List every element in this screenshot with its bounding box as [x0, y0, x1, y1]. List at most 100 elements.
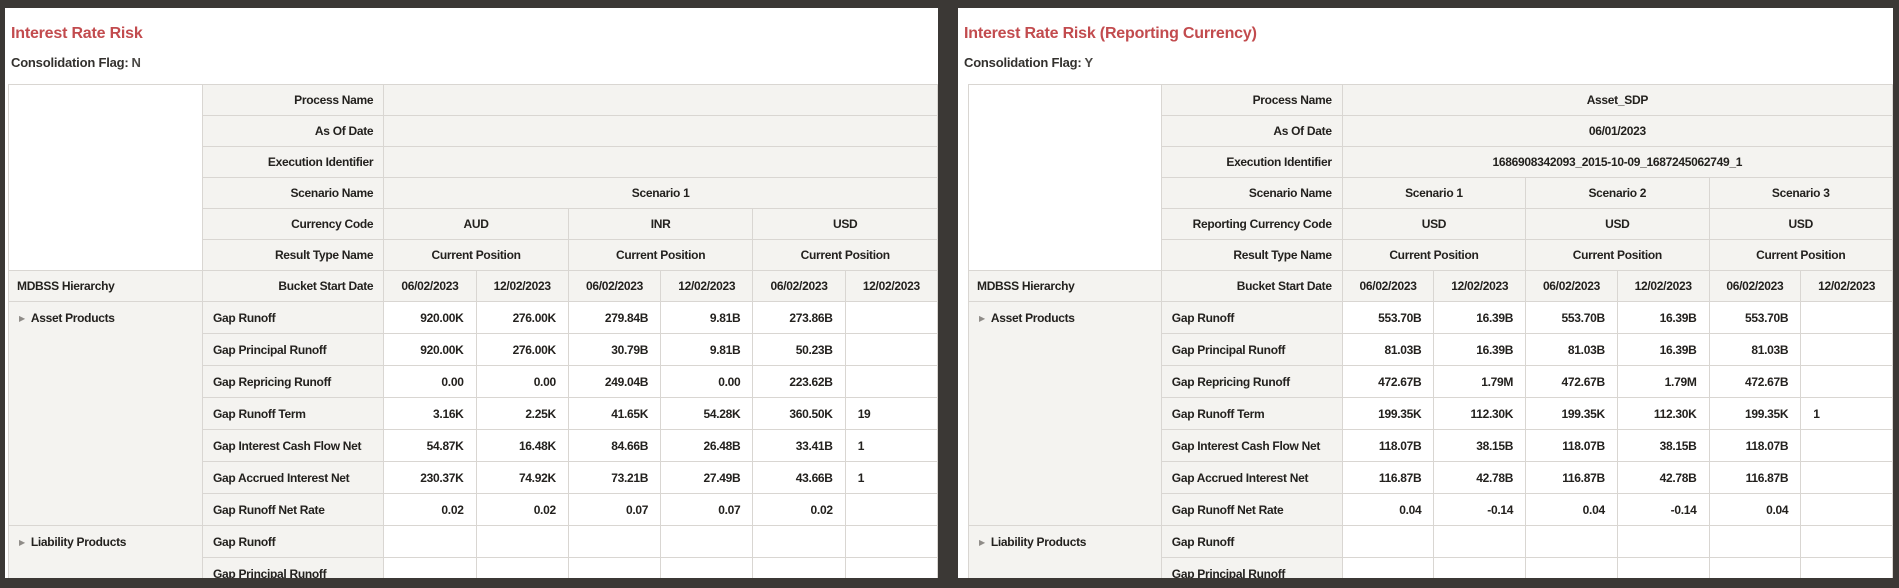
header-row-label: Process Name — [201, 84, 385, 116]
value-cell: 42.78B — [1616, 461, 1710, 494]
value-cell: 276.00K — [475, 333, 569, 366]
value-cell: 16.39B — [1616, 301, 1710, 334]
header-value-cell: 06/02/2023 — [1525, 270, 1618, 302]
header-value-cell: Asset_SDP — [1341, 84, 1893, 116]
value-cell: 223.62B — [752, 365, 846, 398]
value-cell — [1800, 365, 1893, 398]
hierarchy-group-label[interactable]: Liability Products — [30, 535, 127, 549]
value-cell: 27.49B — [660, 461, 754, 494]
header-value-cell: Scenario 1 — [383, 177, 938, 209]
value-cell — [1708, 525, 1802, 558]
header-row-label: Bucket Start Date — [1160, 270, 1343, 302]
value-cell: 0.02 — [383, 493, 477, 526]
consolidation-flag-label: Consolidation Flag: — [11, 55, 129, 70]
measure-label: Gap Runoff — [201, 301, 385, 334]
value-cell: 50.23B — [752, 333, 846, 366]
header-value-cell: 1686908342093_2015-10-09_1687245062749_1 — [1341, 146, 1893, 178]
value-cell: 0.00 — [660, 365, 754, 398]
expand-icon[interactable]: ▶ — [979, 538, 985, 547]
value-cell: 920.00K — [383, 301, 477, 334]
expand-icon[interactable]: ▶ — [19, 314, 25, 323]
value-cell: 118.07B — [1525, 429, 1618, 462]
value-cell: 26.48B — [660, 429, 754, 462]
value-cell: 1.79M — [1433, 365, 1527, 398]
header-row-label: Execution Identifier — [201, 146, 385, 178]
measure-label: Gap Runoff — [1160, 301, 1343, 334]
value-cell: 920.00K — [383, 333, 477, 366]
measure-label: Gap Runoff Net Rate — [1160, 493, 1343, 526]
value-cell: 74.92K — [475, 461, 569, 494]
expand-icon[interactable]: ▶ — [19, 538, 25, 547]
value-cell — [1800, 429, 1893, 462]
value-cell — [1341, 557, 1435, 578]
value-cell: 118.07B — [1341, 429, 1435, 462]
value-cell: 0.07 — [567, 493, 662, 526]
value-cell: -0.14 — [1433, 493, 1527, 526]
value-cell — [1525, 525, 1618, 558]
header-value-cell: AUD — [383, 208, 569, 240]
hierarchy-group-label[interactable]: Asset Products — [990, 311, 1075, 325]
value-cell — [1800, 461, 1893, 494]
value-cell: 472.67B — [1708, 365, 1802, 398]
value-cell: 38.15B — [1433, 429, 1527, 462]
measure-label: Gap Accrued Interest Net — [1160, 461, 1343, 494]
value-cell: 38.15B — [1616, 429, 1710, 462]
hierarchy-column-header: MDBSS Hierarchy — [968, 270, 1162, 302]
header-value-cell: Scenario 2 — [1525, 177, 1710, 209]
measure-label: Gap Interest Cash Flow Net — [201, 429, 385, 462]
value-cell: 1.79M — [1616, 365, 1710, 398]
consolidation-flag-value: Y — [1084, 55, 1094, 70]
hierarchy-group-label[interactable]: Liability Products — [990, 535, 1087, 549]
report-title: Interest Rate Risk — [11, 25, 143, 42]
value-cell: 81.03B — [1525, 333, 1618, 366]
header-value-cell: USD — [1708, 208, 1893, 240]
header-value-cell: Current Position — [567, 239, 754, 271]
report-title: Interest Rate Risk (Reporting Currency) — [964, 25, 1257, 42]
expand-icon[interactable]: ▶ — [979, 314, 985, 323]
header-value-cell: 12/02/2023 — [475, 270, 569, 302]
measure-label: Gap Repricing Runoff — [201, 365, 385, 398]
value-cell: 2.25K — [475, 397, 569, 430]
value-cell: 472.67B — [1341, 365, 1435, 398]
value-cell: 0.00 — [475, 365, 569, 398]
value-cell: 279.84B — [567, 301, 662, 334]
corner-cell — [8, 84, 203, 271]
header-value-cell: Current Position — [1708, 239, 1893, 271]
value-cell: 0.00 — [383, 365, 477, 398]
header-row-label: Reporting Currency Code — [1160, 208, 1343, 240]
header-value-cell: USD — [1525, 208, 1710, 240]
header-value-cell: USD — [752, 208, 938, 240]
value-cell — [660, 525, 754, 558]
value-cell: 84.66B — [567, 429, 662, 462]
value-cell — [844, 301, 938, 334]
header-row-label: As Of Date — [1160, 115, 1343, 147]
value-cell: 81.03B — [1341, 333, 1435, 366]
value-cell: 360.50K — [752, 397, 846, 430]
value-cell: 16.39B — [1616, 333, 1710, 366]
value-cell: 54.87K — [383, 429, 477, 462]
measure-label: Gap Accrued Interest Net — [201, 461, 385, 494]
measure-label: Gap Repricing Runoff — [1160, 365, 1343, 398]
value-cell: 0.07 — [660, 493, 754, 526]
value-cell — [1800, 301, 1893, 334]
value-cell: 116.87B — [1341, 461, 1435, 494]
value-cell — [752, 525, 846, 558]
value-cell: 81.03B — [1708, 333, 1802, 366]
hierarchy-group-cell: ▶ Liability Products — [968, 525, 1162, 578]
value-cell: 16.39B — [1433, 333, 1527, 366]
header-value-cell: 06/01/2023 — [1341, 115, 1893, 147]
measure-label: Gap Runoff — [201, 525, 385, 558]
hierarchy-group-cell: ▶ Liability Products — [8, 525, 203, 578]
header-value-cell: INR — [567, 208, 754, 240]
header-value-cell: Scenario 1 — [1341, 177, 1527, 209]
value-cell: 0.04 — [1525, 493, 1618, 526]
value-cell — [1800, 333, 1893, 366]
header-row-label: Result Type Name — [201, 239, 385, 271]
value-cell: 43.66B — [752, 461, 846, 494]
header-row-label: Scenario Name — [201, 177, 385, 209]
value-cell: 33.41B — [752, 429, 846, 462]
hierarchy-group-label[interactable]: Asset Products — [30, 311, 115, 325]
value-cell: 112.30K — [1433, 397, 1527, 430]
header-value-cell: Current Position — [383, 239, 569, 271]
header-row-label: Bucket Start Date — [201, 270, 385, 302]
